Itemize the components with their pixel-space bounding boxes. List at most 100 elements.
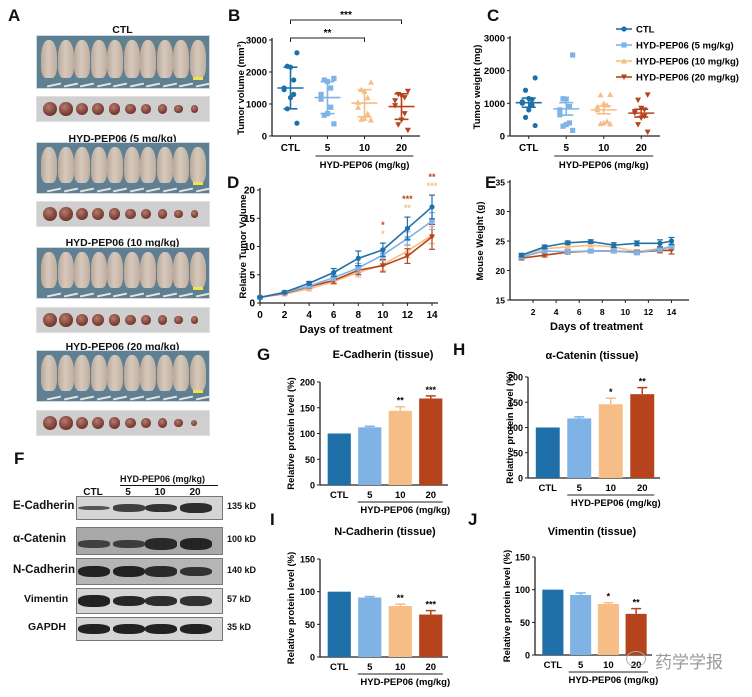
y-axis-label: Relative protein level (%) bbox=[502, 550, 513, 662]
tumor bbox=[174, 104, 183, 114]
x-tick-label: CTL bbox=[544, 660, 563, 671]
data-point bbox=[594, 106, 601, 113]
mouse bbox=[156, 147, 173, 183]
blot-band bbox=[180, 623, 212, 635]
x-tick-label: 8 bbox=[356, 310, 362, 321]
mouse bbox=[57, 355, 74, 391]
blot-band bbox=[78, 595, 110, 607]
data-point bbox=[644, 92, 651, 98]
x-tick-label: 0 bbox=[257, 310, 263, 321]
mouse bbox=[173, 147, 189, 183]
panel-label-e: E bbox=[485, 173, 497, 192]
blot-row bbox=[76, 588, 223, 614]
mouse-tail bbox=[129, 82, 144, 88]
data-point bbox=[600, 100, 607, 106]
legend-marker bbox=[621, 42, 627, 48]
significance-label: ** bbox=[639, 377, 647, 387]
mouse-tail bbox=[96, 82, 111, 88]
x-tick-label: 5 bbox=[577, 483, 583, 494]
legend-label: HYD-PEP06 (5 mg/kg) bbox=[636, 41, 734, 52]
y-tick-label: 2000 bbox=[246, 68, 267, 79]
blot-band bbox=[78, 505, 110, 511]
x-tick-label: 20 bbox=[425, 662, 436, 673]
x-axis-label: Days of treatment bbox=[550, 321, 643, 333]
mouse-tail bbox=[63, 187, 78, 193]
mouse bbox=[41, 252, 57, 288]
y-tick-label: 5 bbox=[249, 270, 255, 281]
mouse bbox=[107, 40, 123, 78]
data-point bbox=[597, 120, 604, 127]
tumor bbox=[174, 315, 183, 325]
mouse-tail bbox=[178, 292, 194, 298]
mouse-tail bbox=[79, 82, 95, 88]
legend-marker bbox=[621, 58, 627, 64]
data-point bbox=[588, 238, 594, 245]
group-label-2: HYD-PEP06 (10 mg/kg) bbox=[65, 237, 180, 249]
data-point bbox=[560, 96, 566, 102]
data-point bbox=[594, 103, 601, 110]
mouse-tail bbox=[96, 187, 111, 193]
mouse-tail bbox=[129, 292, 144, 298]
mouse-tail bbox=[96, 292, 111, 298]
x-axis-label: HYD-PEP06 (mg/kg) bbox=[559, 160, 649, 170]
mouse-tail bbox=[129, 187, 144, 193]
tumor bbox=[125, 208, 136, 220]
blot-band bbox=[78, 565, 110, 578]
mouse-tail bbox=[46, 82, 62, 88]
tumor bbox=[157, 418, 167, 428]
data-point bbox=[318, 96, 324, 102]
significance-label-20mg: *** bbox=[402, 194, 413, 204]
data-point bbox=[529, 102, 535, 108]
y-tick-label: 20 bbox=[496, 266, 506, 276]
mouse-tail bbox=[145, 292, 161, 298]
data-point bbox=[429, 218, 435, 224]
mouse bbox=[173, 252, 189, 288]
significance-label-20mg: * bbox=[381, 220, 385, 230]
tumor bbox=[75, 416, 89, 430]
data-point bbox=[294, 120, 300, 126]
x-tick-label: 5 bbox=[578, 660, 584, 671]
data-point bbox=[355, 99, 362, 105]
mouse-tail bbox=[145, 395, 161, 401]
x-tick-label: 4 bbox=[306, 310, 312, 321]
x-tick-label: CTL bbox=[330, 662, 349, 673]
x-axis-label: Days of treatment bbox=[300, 324, 393, 336]
mice-photo bbox=[36, 247, 210, 299]
data-point bbox=[607, 91, 614, 98]
mouse bbox=[123, 147, 140, 183]
chart-c-tumor-weight: 0 1000 2000 3000 CTL 5 10 20 HYD-PEP06 (mg/kg) Tu… bbox=[472, 25, 739, 171]
tumor bbox=[174, 418, 183, 428]
y-tick-label: 0 bbox=[249, 299, 255, 310]
significance-label: *** bbox=[340, 10, 352, 21]
data-point bbox=[644, 129, 651, 136]
data-point bbox=[398, 117, 405, 123]
mouse bbox=[123, 355, 140, 391]
mouse bbox=[189, 252, 206, 288]
y-tick-label: 100 bbox=[300, 429, 315, 439]
x-axis-label: HYD-PEP06 (mg/kg) bbox=[320, 160, 410, 170]
mouse bbox=[107, 355, 123, 391]
y-axis-label: Relative protein level (%) bbox=[286, 552, 297, 664]
mouse-tail bbox=[63, 82, 78, 88]
mouse bbox=[107, 147, 123, 183]
scale-bar bbox=[193, 182, 203, 185]
mouse-tail bbox=[112, 82, 128, 88]
mouse-tail bbox=[79, 395, 95, 401]
data-point bbox=[668, 243, 675, 249]
bar bbox=[388, 606, 412, 657]
mouse bbox=[140, 147, 156, 183]
mouse bbox=[156, 252, 173, 288]
mouse bbox=[123, 40, 140, 78]
mouse bbox=[74, 252, 90, 288]
chart-title: E-Cadherin (tissue) bbox=[333, 349, 434, 361]
y-tick-label: 100 bbox=[508, 423, 523, 433]
y-tick-label: 10 bbox=[244, 242, 256, 253]
panel-label-d: D bbox=[227, 173, 240, 192]
series-line bbox=[521, 245, 672, 258]
tumor bbox=[92, 103, 105, 115]
mouse bbox=[57, 147, 74, 183]
data-point bbox=[542, 244, 548, 250]
y-axis-label: Tumor weight (mg) bbox=[472, 45, 483, 130]
data-point bbox=[355, 265, 361, 271]
